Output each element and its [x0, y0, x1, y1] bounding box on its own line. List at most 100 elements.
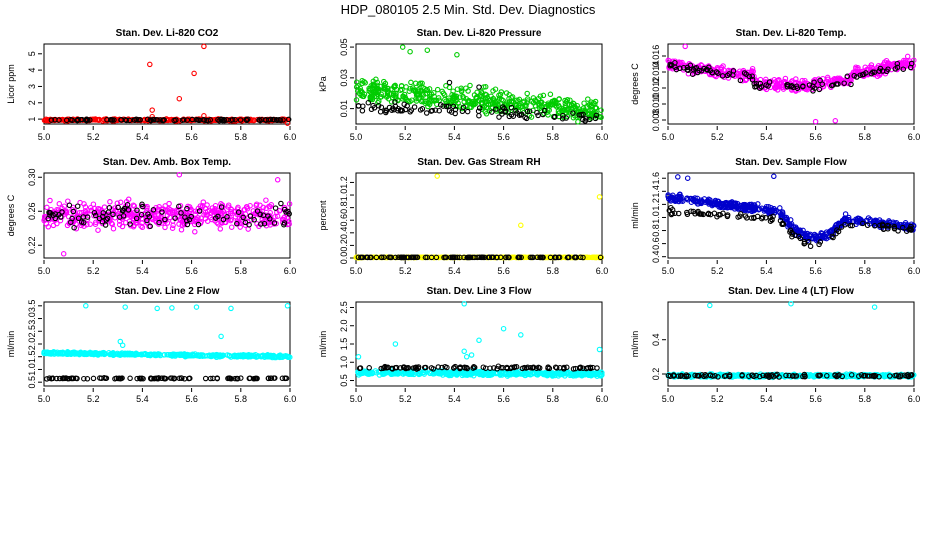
x-tick-label: 5.0: [350, 266, 363, 276]
y-tick-label: 1.0: [339, 356, 349, 369]
data-point: [453, 103, 460, 110]
data-point: [43, 116, 49, 122]
data-point: [365, 99, 372, 106]
x-tick-label: 5.4: [448, 266, 461, 276]
data-point: [455, 100, 461, 106]
data-point: [110, 225, 117, 232]
data-point: [482, 84, 489, 90]
y-axis-label: kPa: [318, 76, 328, 92]
panel-title: Stan. Dev. Li-820 Temp.: [736, 28, 847, 39]
data-point: [576, 112, 583, 118]
data-point: [74, 203, 81, 209]
data-point: [429, 107, 435, 114]
x-tick-label: 5.2: [399, 394, 412, 404]
data-point: [489, 109, 495, 115]
data-point: [436, 97, 443, 104]
y-tick-label: 1.5: [27, 350, 37, 363]
data-point: [874, 73, 881, 80]
series-main: [41, 43, 291, 126]
y-tick-label: 0.6: [651, 237, 661, 250]
data-point: [581, 108, 588, 115]
panel-title: Stan. Dev. Line 2 Flow: [115, 286, 220, 297]
data-point: [556, 104, 562, 110]
x-tick-label: 5.4: [448, 132, 461, 142]
y-tick-label: 0.30: [27, 168, 37, 186]
outlier-point: [83, 303, 89, 309]
data-point: [666, 58, 673, 64]
data-point: [473, 95, 479, 102]
data-point: [389, 107, 395, 113]
outlier-point: [176, 95, 183, 102]
panel-title: Stan. Dev. Gas Stream RH: [417, 157, 540, 168]
x-tick-label: 5.6: [809, 394, 822, 404]
data-point: [420, 98, 426, 104]
outlier-point: [684, 175, 691, 181]
data-point: [168, 117, 174, 123]
data-point: [848, 77, 854, 84]
data-point: [884, 60, 891, 66]
data-point: [200, 116, 207, 123]
data-point: [66, 202, 73, 209]
data-point: [278, 200, 284, 207]
outlier-point: [871, 304, 878, 310]
data-point: [374, 79, 381, 86]
data-point: [161, 117, 167, 123]
x-tick-label: 6.0: [284, 132, 297, 142]
data-point: [589, 106, 595, 113]
outlier-point: [454, 52, 460, 58]
y-tick-label: 2.0: [27, 338, 37, 351]
data-point: [488, 93, 494, 100]
x-tick-label: 5.4: [760, 394, 773, 404]
data-point: [476, 105, 483, 111]
series-reference: [355, 79, 600, 124]
data-point: [505, 108, 512, 115]
data-point: [382, 80, 389, 87]
x-tick-label: 5.8: [859, 132, 872, 142]
y-tick-label: 0.6: [339, 214, 349, 227]
y-tick-label: 3: [27, 84, 37, 89]
x-tick-label: 5.6: [185, 394, 198, 404]
data-point: [245, 116, 251, 122]
outlier-point: [434, 173, 440, 179]
y-tick-label: 1.2: [339, 176, 349, 189]
data-point: [374, 86, 380, 92]
outlier-point: [169, 305, 175, 311]
outlier-point: [518, 222, 524, 229]
data-point: [477, 93, 483, 99]
data-point: [400, 94, 407, 100]
data-point: [419, 106, 426, 112]
data-point: [353, 79, 360, 85]
data-point: [460, 95, 467, 101]
data-point: [244, 117, 250, 124]
data-point: [397, 107, 404, 113]
y-tick-label: 0.2: [339, 239, 349, 252]
data-point: [370, 82, 377, 89]
y-axis-label: Licor ppm: [6, 64, 16, 104]
data-point: [419, 90, 425, 96]
data-point: [272, 205, 279, 211]
data-point: [359, 108, 366, 114]
data-point: [774, 77, 780, 84]
data-point: [575, 119, 581, 125]
data-point: [567, 97, 573, 103]
plot-frame: [667, 43, 915, 125]
x-tick-label: 5.2: [399, 132, 412, 142]
outlier-point: [707, 302, 713, 309]
data-point: [56, 201, 63, 207]
data-point: [516, 112, 523, 118]
x-tick-label: 5.4: [760, 266, 773, 276]
x-tick-label: 5.0: [38, 394, 51, 404]
data-point: [526, 108, 533, 114]
x-tick-label: 5.8: [235, 132, 248, 142]
series-reference: [48, 116, 292, 124]
data-point: [552, 100, 559, 107]
outlier-point: [518, 332, 524, 338]
y-tick-label: 1: [27, 117, 37, 122]
x-tick-label: 5.2: [87, 132, 100, 142]
data-point: [581, 100, 587, 106]
data-point: [460, 104, 467, 111]
data-point: [853, 64, 859, 70]
x-tick-label: 6.0: [908, 394, 921, 404]
data-point: [718, 66, 725, 72]
data-point: [359, 77, 365, 84]
